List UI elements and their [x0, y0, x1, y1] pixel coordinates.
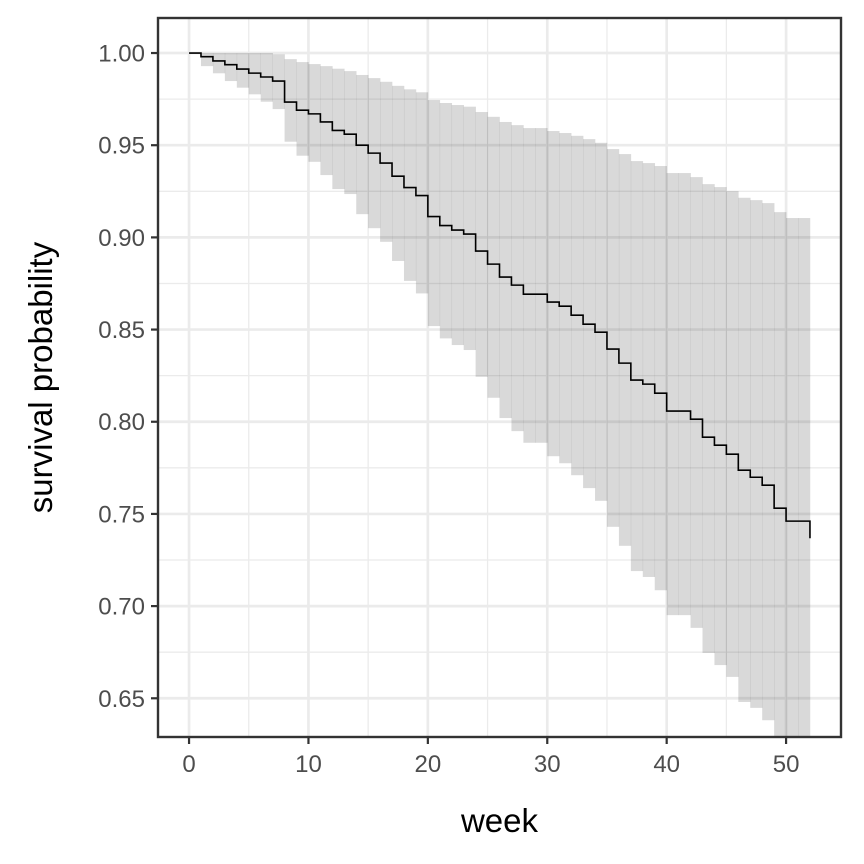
- confidence-band: [200, 53, 811, 737]
- y-tick-label: 0.70: [98, 594, 145, 621]
- confidence-band-segment: [332, 68, 345, 190]
- x-tick-label: 20: [415, 751, 442, 778]
- y-tick-label: 0.65: [98, 686, 145, 713]
- y-tick-label: 0.75: [98, 501, 145, 528]
- y-tick-label: 1.00: [98, 41, 145, 68]
- confidence-band-segment: [642, 163, 656, 577]
- y-axis: 0.65 0.70 0.75 0.80 0.85 0.90 0.95 1.00: [98, 41, 158, 713]
- panel-border: [156, 16, 843, 739]
- confidence-band-segment: [475, 112, 488, 377]
- y-tick-label: 0.90: [98, 225, 145, 252]
- confidence-band-segment: [618, 154, 632, 546]
- confidence-band-segment: [427, 100, 441, 327]
- confidence-band-segment: [308, 64, 321, 162]
- confidence-band-segment: [284, 59, 297, 142]
- confidence-band-segment: [786, 218, 799, 737]
- x-tick-label: 30: [534, 751, 561, 778]
- confidence-band-segment: [583, 139, 596, 489]
- y-tick-label: 0.95: [98, 133, 145, 160]
- x-tick-label: 0: [182, 751, 195, 778]
- confidence-band-segment: [403, 89, 417, 281]
- confidence-band-segment: [392, 85, 405, 261]
- confidence-band-segment: [774, 212, 787, 737]
- x-tick-label: 50: [773, 751, 800, 778]
- confidence-band-segment: [726, 191, 739, 677]
- x-axis-title: week: [460, 802, 539, 839]
- confidence-band-segment: [798, 218, 811, 737]
- confidence-band-segment: [535, 128, 548, 443]
- confidence-band-segment: [595, 142, 608, 501]
- confidence-band-segment: [415, 92, 429, 294]
- confidence-band-segment: [630, 161, 644, 572]
- confidence-band-segment: [499, 121, 512, 419]
- confidence-band-segment: [224, 53, 238, 82]
- confidence-band-segment: [511, 125, 524, 432]
- confidence-band-segment: [344, 71, 357, 195]
- confidence-band-segment: [296, 62, 309, 156]
- confidence-band-segment: [654, 166, 667, 591]
- confidence-band-segment: [487, 116, 500, 398]
- confidence-band-segment: [320, 66, 333, 176]
- confidence-band-segment: [523, 128, 536, 443]
- confidence-band-segment: [702, 184, 715, 653]
- confidence-band-segment: [212, 53, 226, 74]
- y-tick-label: 0.85: [98, 317, 145, 344]
- confidence-band-segment: [738, 197, 751, 702]
- confidence-band-segment: [463, 106, 476, 351]
- confidence-band-segment: [571, 135, 584, 476]
- confidence-band-segment: [762, 203, 775, 721]
- confidence-band-segment: [690, 177, 703, 628]
- confidence-band-segment: [380, 81, 393, 242]
- confidence-band-segment: [200, 53, 214, 67]
- confidence-band-segment: [451, 105, 464, 346]
- survival-step-line: [189, 52, 811, 539]
- y-axis-title: survival probability: [22, 241, 59, 513]
- confidence-band-segment: [559, 133, 572, 464]
- x-tick-label: 10: [295, 751, 322, 778]
- confidence-band-segment: [439, 102, 453, 339]
- confidence-band-segment: [547, 131, 560, 457]
- confidence-band-segment: [678, 173, 691, 616]
- confidence-band-segment: [606, 149, 620, 527]
- y-tick-label: 0.80: [98, 409, 145, 436]
- x-tick-label: 40: [653, 751, 680, 778]
- survival-curve: [189, 52, 811, 539]
- confidence-band-segment: [236, 53, 250, 88]
- confidence-band-segment: [750, 200, 763, 708]
- confidence-band-segment: [666, 173, 679, 616]
- x-axis: 0 10 20 30 40 50: [182, 737, 799, 778]
- confidence-band-segment: [714, 187, 727, 666]
- gridlines: [158, 18, 841, 737]
